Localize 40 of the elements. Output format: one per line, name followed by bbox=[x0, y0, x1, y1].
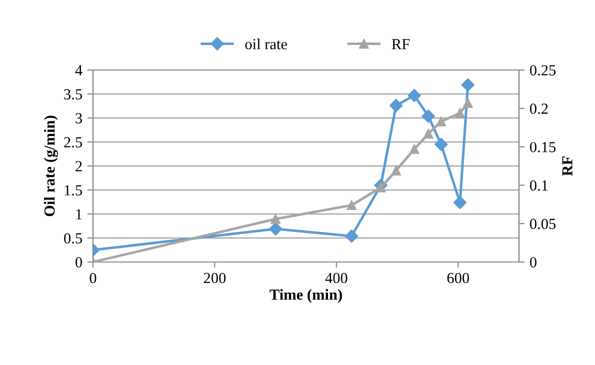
point bbox=[436, 116, 446, 126]
point bbox=[268, 222, 282, 236]
point bbox=[463, 98, 473, 108]
point bbox=[422, 109, 435, 123]
x-tick-label: 400 bbox=[325, 272, 348, 284]
y-tick-label: 0 bbox=[76, 257, 82, 268]
y2-tick-label: 0.05 bbox=[530, 218, 556, 230]
y-tick-label: 0.5 bbox=[64, 233, 82, 244]
x-tick-label: 0 bbox=[90, 272, 96, 284]
y-tick-label: 1 bbox=[76, 209, 82, 220]
point bbox=[389, 98, 403, 112]
y-tick-label: 1.5 bbox=[64, 185, 82, 196]
y2-tick-label: 0.2 bbox=[530, 104, 548, 114]
point bbox=[346, 200, 357, 210]
point bbox=[391, 166, 401, 176]
point bbox=[461, 78, 474, 92]
point bbox=[409, 144, 420, 154]
point bbox=[434, 138, 448, 151]
point bbox=[453, 196, 467, 210]
legend-label: RF bbox=[392, 39, 410, 50]
point bbox=[270, 214, 280, 224]
y2-axis-title: RF bbox=[562, 156, 572, 176]
y2-tick-label: 0.1 bbox=[530, 180, 548, 191]
x-tick-label: 200 bbox=[204, 272, 226, 284]
point bbox=[345, 229, 358, 243]
point bbox=[408, 88, 421, 102]
y2-tick-label: 0.25 bbox=[530, 65, 556, 76]
x-tick-label: 600 bbox=[447, 272, 470, 284]
y-tick-label: 2.5 bbox=[64, 137, 82, 148]
legend-label: oil rate bbox=[245, 38, 287, 50]
y-tick-label: 3.5 bbox=[64, 89, 82, 100]
y-tick-label: 2 bbox=[76, 161, 82, 172]
y-tick-label: 4 bbox=[75, 65, 82, 76]
y2-tick-label: 0 bbox=[530, 257, 536, 268]
y-axis-title: Oil rate (g/min) bbox=[44, 116, 58, 216]
y2-tick-label: 0.15 bbox=[530, 142, 556, 152]
point bbox=[455, 108, 465, 118]
point bbox=[423, 128, 434, 139]
y-tick-label: 3 bbox=[76, 113, 82, 124]
x-axis-title: Time (min) bbox=[270, 289, 342, 303]
